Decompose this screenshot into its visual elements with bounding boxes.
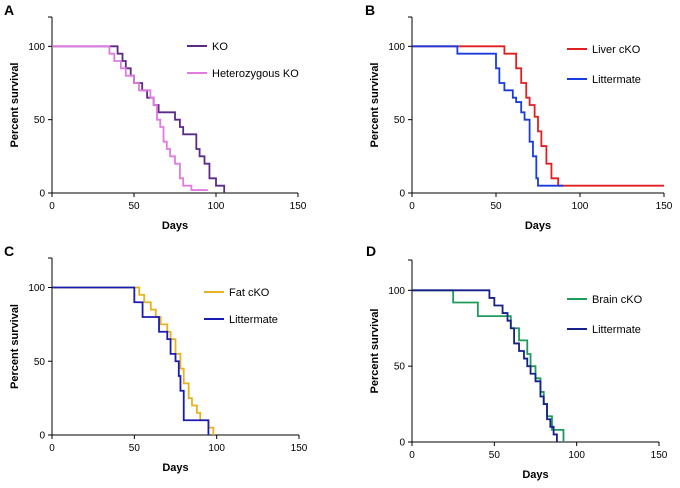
x-tick-label: 0 bbox=[409, 450, 415, 461]
series-line-fat-cko bbox=[52, 286, 215, 435]
legend-label: KO bbox=[212, 41, 228, 53]
panel-c: C 0 50 100 0 50 100 150 Days Percent survival Fat … bbox=[4, 243, 308, 474]
x-tick-label: 50 bbox=[128, 201, 140, 212]
x-tick-label: 100 bbox=[568, 450, 585, 461]
panel-a: A 0 50 100 0 50 100 150 Days Percent survival KO He… bbox=[4, 2, 307, 232]
x-tick-label: 0 bbox=[49, 443, 55, 454]
panel-letter-c: C bbox=[4, 243, 14, 259]
x-tick-label: 50 bbox=[489, 450, 501, 461]
x-tick-label: 100 bbox=[572, 201, 589, 212]
legend-label: Littermate bbox=[229, 314, 278, 326]
panel-letter-a: A bbox=[4, 2, 14, 18]
series-line-littermate bbox=[412, 289, 558, 442]
series-line-littermate bbox=[412, 45, 564, 187]
y-tick-label: 100 bbox=[28, 42, 45, 53]
legend-label: Brain cKO bbox=[592, 294, 643, 306]
y-tick-label: 50 bbox=[394, 115, 406, 126]
x-tick-label: 100 bbox=[208, 201, 225, 212]
series-line-littermate bbox=[52, 286, 210, 435]
y-tick-label: 0 bbox=[39, 189, 45, 200]
legend-label: Heterozygous KO bbox=[212, 68, 299, 80]
x-tick-label: 0 bbox=[409, 201, 415, 212]
y-axis-title: Percent survival bbox=[369, 309, 381, 394]
x-axis-title: Days bbox=[162, 462, 188, 474]
x-tick-label: 0 bbox=[49, 201, 55, 212]
y-tick-label: 100 bbox=[388, 42, 405, 53]
x-axis-title: Days bbox=[522, 469, 548, 481]
x-tick-label: 50 bbox=[129, 443, 141, 454]
y-tick-label: 100 bbox=[388, 286, 405, 297]
x-axis-title: Days bbox=[162, 220, 188, 232]
x-tick-label: 100 bbox=[208, 443, 225, 454]
legend-label: Liver cKO bbox=[592, 44, 641, 56]
y-tick-label: 0 bbox=[39, 431, 45, 442]
series-line-heterozygous-ko bbox=[52, 45, 208, 191]
y-axis-title: Percent survival bbox=[369, 63, 381, 148]
x-tick-label: 150 bbox=[291, 443, 308, 454]
panel-d: D 0 50 100 0 50 100 150 Days Percent survival Brai… bbox=[366, 243, 668, 481]
y-axis-title: Percent survival bbox=[9, 63, 21, 148]
panel-letter-d: D bbox=[366, 243, 376, 259]
x-tick-label: 50 bbox=[490, 201, 502, 212]
panel-letter-b: B bbox=[365, 2, 375, 18]
legend-label: Fat cKO bbox=[229, 287, 270, 299]
y-tick-label: 100 bbox=[28, 283, 45, 294]
series-line-liver-cko bbox=[412, 45, 664, 187]
series-line-brain-cko bbox=[412, 289, 565, 442]
y-tick-label: 50 bbox=[394, 362, 406, 373]
y-tick-label: 0 bbox=[399, 189, 405, 200]
y-tick-label: 0 bbox=[399, 438, 405, 449]
series-line-ko bbox=[52, 45, 226, 193]
x-tick-label: 150 bbox=[651, 450, 668, 461]
legend-label: Littermate bbox=[592, 324, 641, 336]
y-tick-label: 50 bbox=[34, 357, 46, 368]
x-tick-label: 150 bbox=[656, 201, 673, 212]
x-tick-label: 150 bbox=[290, 201, 307, 212]
x-axis-title: Days bbox=[525, 220, 551, 232]
y-axis-title: Percent survival bbox=[9, 304, 21, 389]
y-tick-label: 50 bbox=[34, 115, 46, 126]
legend-label: Littermate bbox=[592, 74, 641, 86]
panel-b: B 0 50 100 0 50 100 150 Days Percent survival Live… bbox=[365, 2, 673, 232]
